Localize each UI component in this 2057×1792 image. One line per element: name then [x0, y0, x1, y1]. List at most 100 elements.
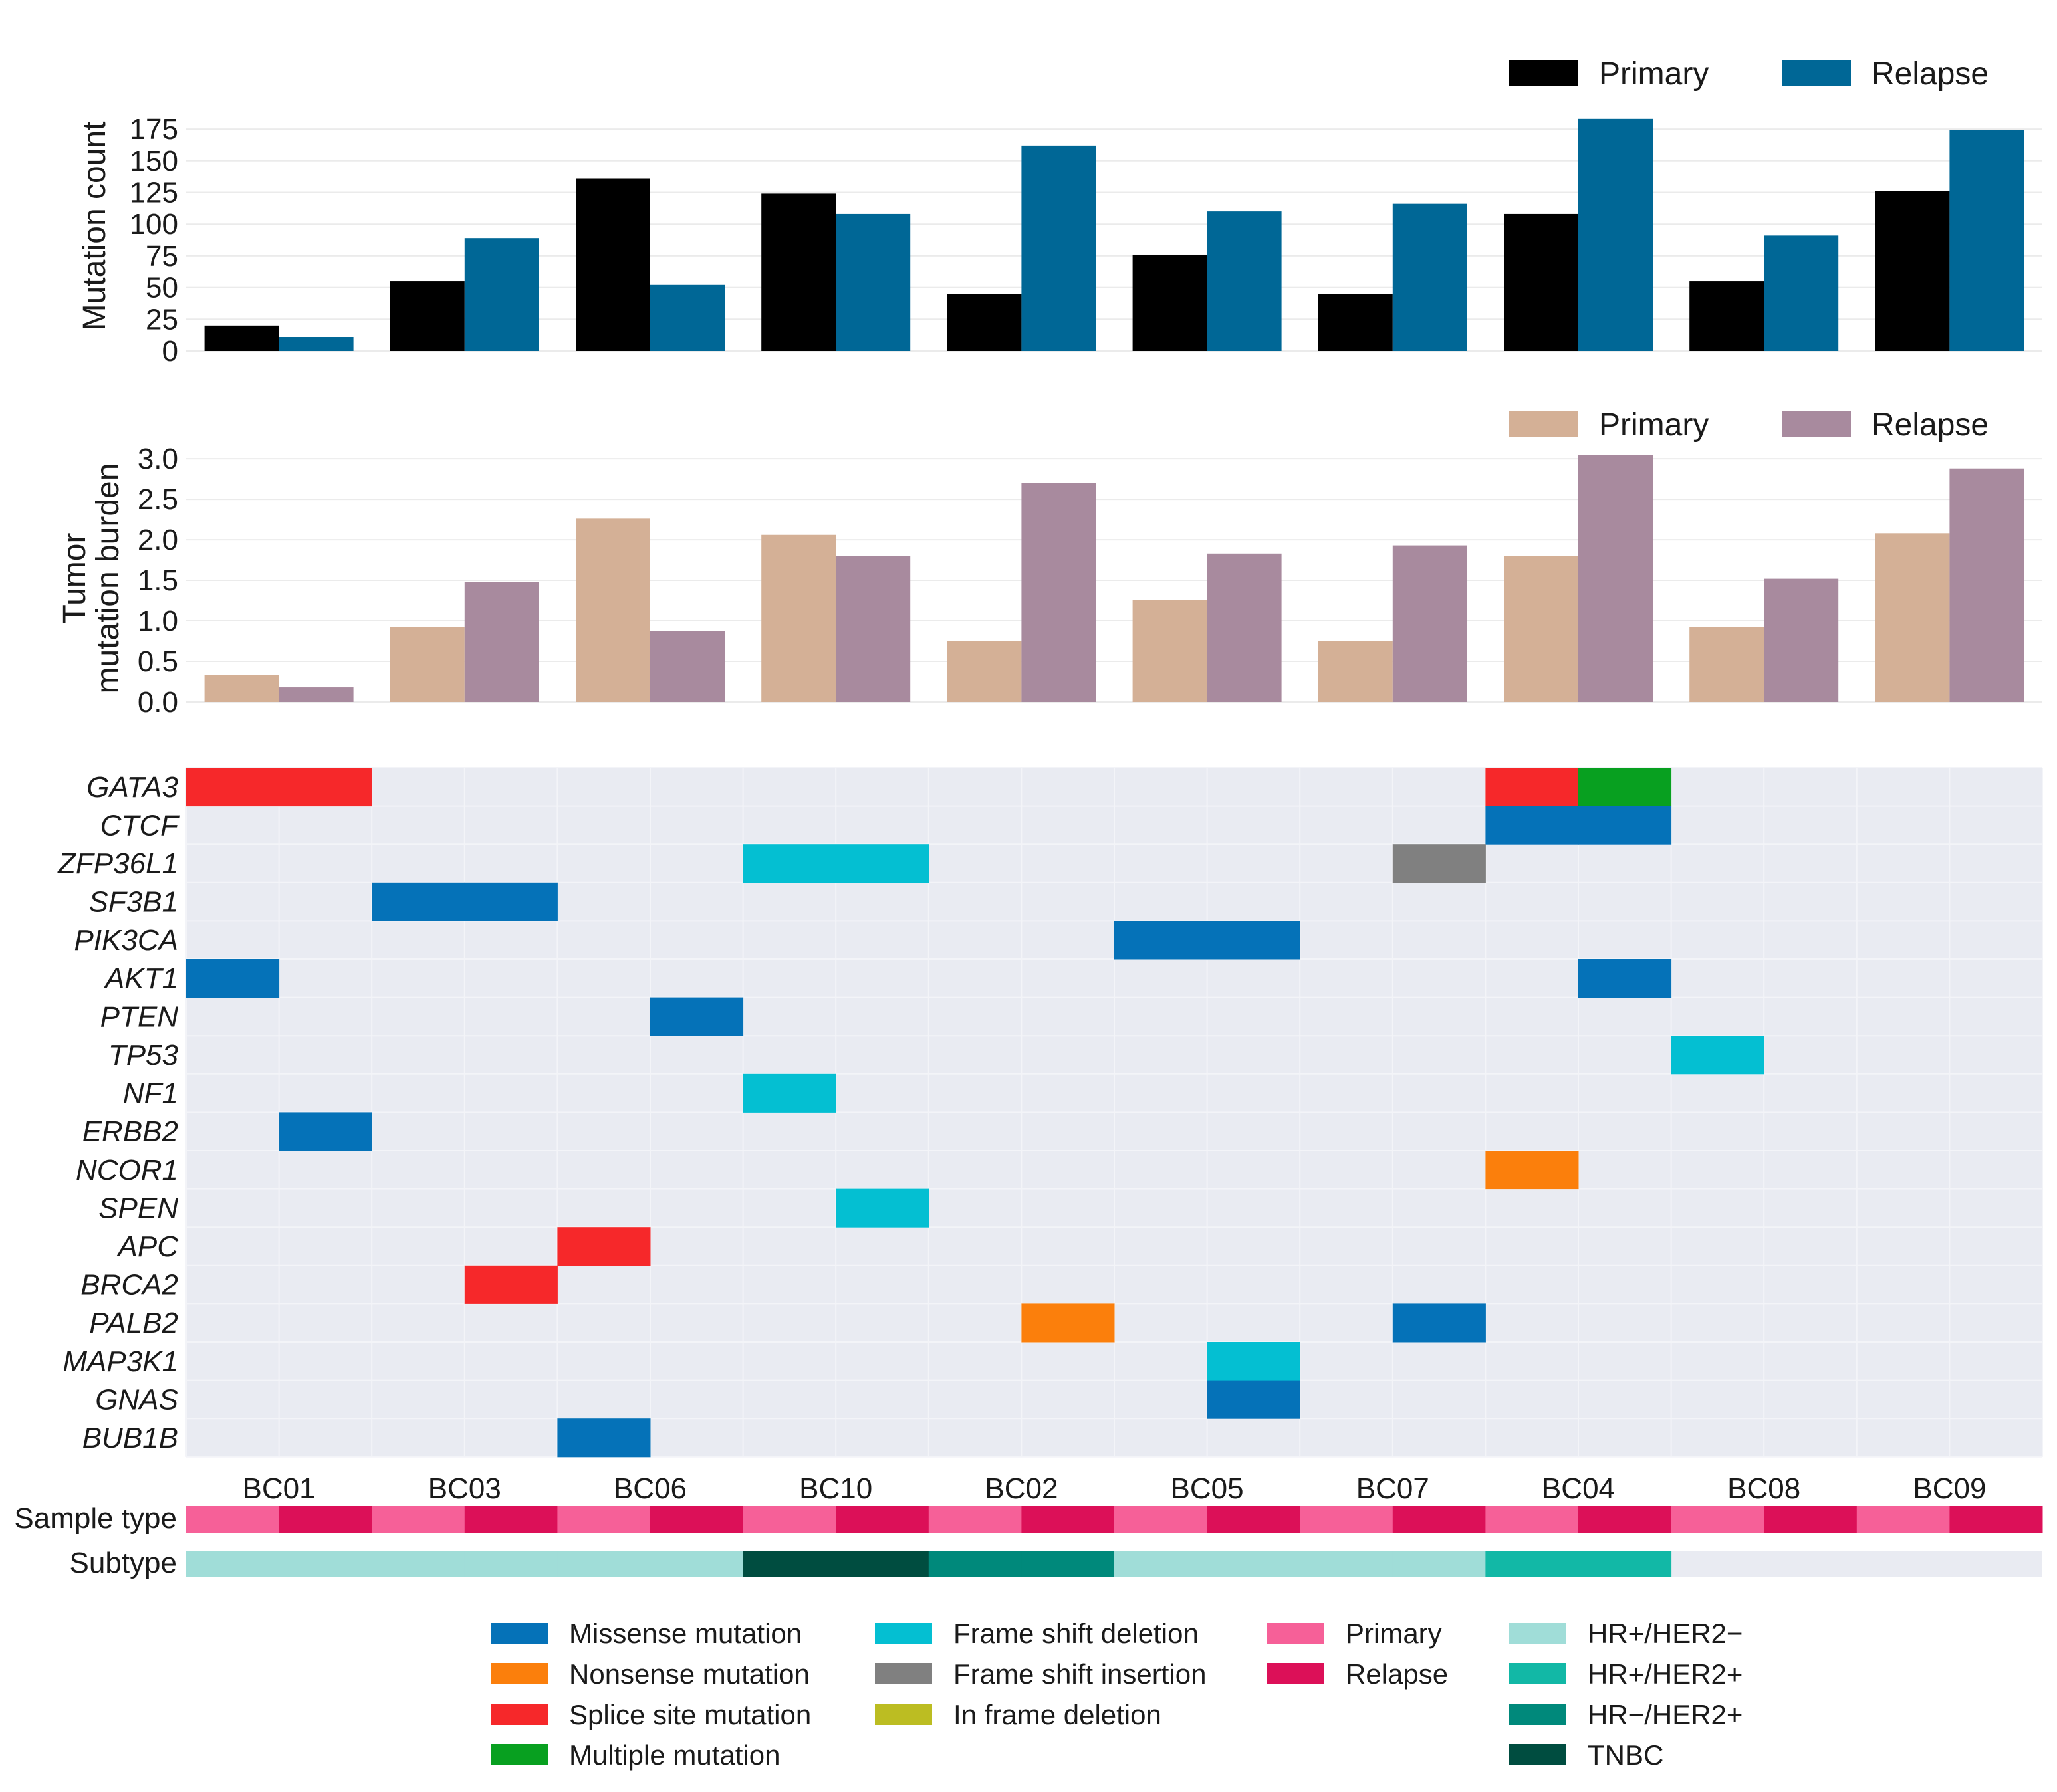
legend-label-subtype-2: HR−/HER2+: [1588, 1699, 1743, 1730]
cell-bub1b-bc06-primary: [557, 1418, 651, 1458]
legend-swatch-mutation-b-0: [875, 1623, 932, 1644]
cell-gata3-bc01-relapse: [279, 768, 372, 807]
cell-gata3-bc04-relapse: [1578, 768, 1672, 807]
legend-label-mutation-b-2: In frame deletion: [953, 1699, 1161, 1730]
track-cell-0-9: [1021, 1506, 1115, 1533]
legend-label-sample-type-1: Relapse: [1346, 1658, 1448, 1690]
legend-swatch-relapse: [1782, 411, 1851, 437]
legend-swatch-mutation-b-1: [875, 1663, 932, 1684]
y-tick-label: 2.0: [138, 524, 178, 556]
track-cell-0-11: [1207, 1506, 1300, 1533]
y-tick-label: 3.0: [138, 443, 178, 475]
gene-label-erbb2: ERBB2: [82, 1115, 178, 1148]
cell-erbb2-bc01-relapse: [279, 1112, 372, 1151]
cell-palb2-bc02-relapse: [1021, 1303, 1115, 1343]
bar-relapse-bc03: [464, 238, 539, 351]
sample-label-bc02: BC02: [985, 1472, 1058, 1505]
track-cell-0-7: [836, 1506, 929, 1533]
gene-label-apc: APC: [116, 1230, 180, 1263]
legend-label-primary: Primary: [1599, 56, 1709, 92]
cell-zfp36l1-bc10-primary: [743, 844, 836, 883]
legend-label-relapse: Relapse: [1872, 407, 1989, 443]
gene-label-akt1: AKT1: [103, 962, 178, 995]
legend-label-mutation-a-0: Missense mutation: [569, 1618, 802, 1649]
y-tick-label: 150: [130, 145, 178, 177]
cell-brca2-bc03-relapse: [464, 1265, 558, 1304]
cell-ctcf-bc04-relapse: [1578, 806, 1672, 845]
bar-primary-bc04: [1504, 556, 1578, 702]
track-cell-1-1: [279, 1551, 372, 1577]
bar-primary-bc08: [1689, 627, 1764, 702]
track-cell-0-4: [557, 1506, 651, 1533]
sample-label-bc04: BC04: [1542, 1472, 1615, 1505]
cell-akt1-bc04-relapse: [1578, 959, 1672, 998]
sample-label-bc05: BC05: [1171, 1472, 1244, 1505]
bar-relapse-bc06: [650, 631, 725, 702]
track-label-sample-type: Sample type: [14, 1502, 177, 1535]
legend-label-subtype-0: HR+/HER2−: [1588, 1618, 1743, 1649]
legend-swatch-primary: [1509, 60, 1578, 86]
cell-tp53-bc08-primary: [1671, 1036, 1764, 1075]
bar-primary-bc02: [947, 294, 1022, 351]
y-tick-label: 175: [130, 113, 178, 146]
cell-pik3ca-bc05-primary: [1114, 921, 1208, 960]
track-cell-0-2: [372, 1506, 465, 1533]
gene-label-bub1b: BUB1B: [82, 1422, 178, 1454]
gene-label-zfp36l1: ZFP36L1: [57, 847, 178, 880]
bar-primary-bc07: [1318, 294, 1393, 351]
legend-swatch-sample-type-1: [1267, 1663, 1324, 1684]
legend-swatch-primary: [1509, 411, 1578, 437]
legend-label-mutation-b-1: Frame shift insertion: [953, 1658, 1206, 1690]
cell-zfp36l1-bc10-relapse: [836, 844, 929, 883]
bar-relapse-bc09: [1949, 130, 2024, 351]
bar-relapse-bc01: [279, 687, 354, 702]
y-axis-title-line1: Tumor: [57, 533, 92, 624]
sample-label-bc07: BC07: [1356, 1472, 1429, 1505]
tumor-mutation-burden-chart: 0.0 0.5 1.0 1.5 2.0 2.5 3.0 Primary Relapse Tumor…: [57, 407, 2042, 719]
legend-label-mutation-a-1: Nonsense mutation: [569, 1658, 810, 1690]
sample-label-bc06: BC06: [614, 1472, 687, 1505]
track-cell-1-9: [1021, 1551, 1115, 1577]
bar-primary-bc09: [1875, 191, 1950, 351]
track-cell-0-5: [650, 1506, 744, 1533]
cell-sf3b1-bc03-primary: [372, 882, 465, 921]
cell-spen-bc10-relapse: [836, 1188, 929, 1228]
y-tick-label: 125: [130, 176, 178, 209]
track-cell-1-4: [557, 1551, 651, 1577]
track-label-subtype: Subtype: [70, 1547, 177, 1579]
y-tick-label: 25: [146, 303, 178, 336]
gene-label-ncor1: NCOR1: [76, 1154, 178, 1186]
legend-swatch-mutation-a-3: [491, 1744, 548, 1765]
bar-relapse-bc06: [650, 284, 725, 351]
track-cell-0-17: [1764, 1506, 1858, 1533]
bar-relapse-bc02: [1021, 483, 1096, 702]
gene-label-brca2: BRCA2: [80, 1269, 178, 1301]
bar-relapse-bc01: [279, 337, 354, 351]
y-tick-label: 0.5: [138, 645, 178, 678]
sample-label-bc08: BC08: [1727, 1472, 1800, 1505]
gene-label-gata3: GATA3: [86, 771, 178, 804]
cell-zfp36l1-bc07-relapse: [1392, 844, 1486, 883]
bar-primary-bc08: [1689, 281, 1764, 351]
legend-swatch-subtype-0: [1509, 1623, 1566, 1644]
bar-relapse-bc09: [1949, 468, 2024, 702]
legend-swatch-subtype-2: [1509, 1704, 1566, 1725]
legend-label-mutation-b-0: Frame shift deletion: [953, 1618, 1199, 1649]
track-cell-1-13: [1392, 1551, 1486, 1577]
track-cell-0-19: [1949, 1506, 2043, 1533]
track-cell-1-2: [372, 1551, 465, 1577]
oncoprint-heatmap: GATA3 CTCF ZFP36L1 SF3B1 PIK3CA AKT1 PTEN TP53 N…: [14, 767, 2043, 1579]
gene-label-sf3b1: SF3B1: [88, 886, 178, 919]
gene-label-spen: SPEN: [98, 1192, 178, 1224]
bar-relapse-bc04: [1578, 118, 1653, 351]
bar-primary-bc01: [204, 325, 279, 351]
sample-label-bc01: BC01: [243, 1472, 316, 1505]
track-cell-0-13: [1392, 1506, 1486, 1533]
cell-pten-bc06-relapse: [650, 997, 744, 1036]
legend-label-mutation-a-2: Splice site mutation: [569, 1699, 811, 1730]
track-cell-0-0: [186, 1506, 280, 1533]
y-tick-label: 75: [146, 240, 178, 273]
figure-legend: Missense mutation Nonsense mutation Splice…: [491, 1618, 1743, 1771]
track-cell-0-15: [1578, 1506, 1672, 1533]
bar-primary-bc06: [576, 178, 650, 351]
